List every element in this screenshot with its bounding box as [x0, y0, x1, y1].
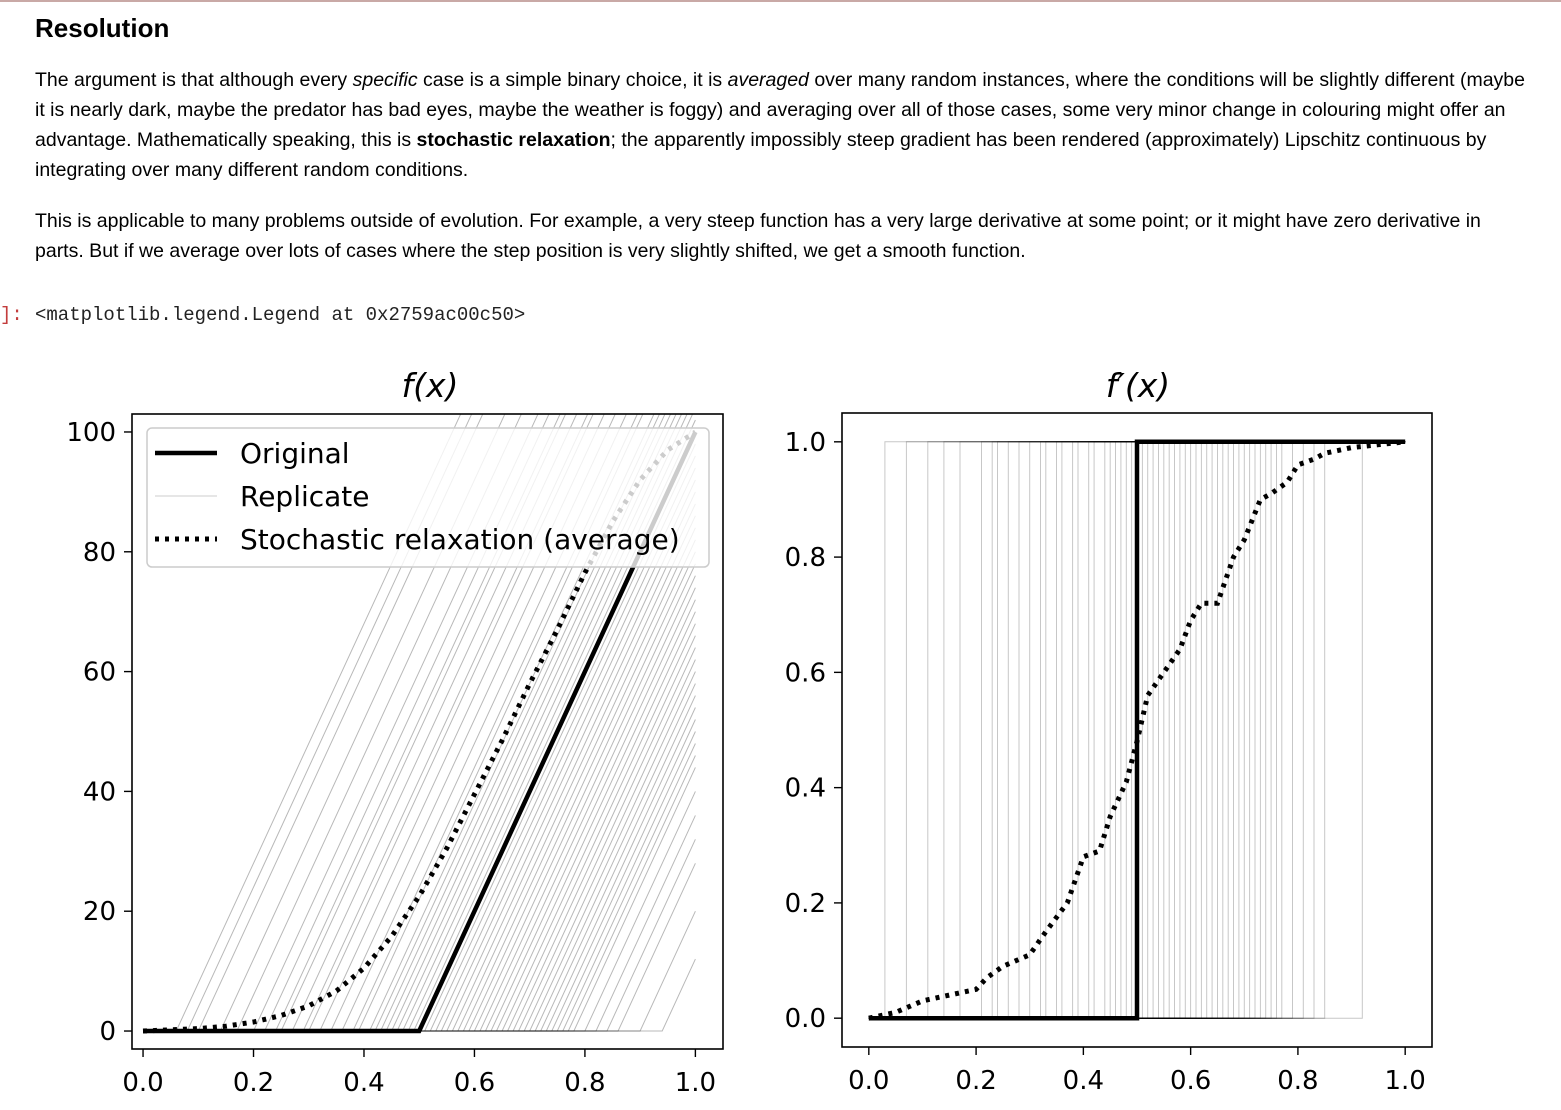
x-tick-label: 1.0	[1385, 1066, 1426, 1096]
replicate-line	[143, 587, 696, 1032]
replicate-line	[143, 515, 696, 1032]
x-tick-label: 1.0	[675, 1068, 716, 1098]
original-line	[868, 439, 1406, 1021]
p1-text-g: ; the apparently impossibly steep gradie…	[35, 129, 1487, 181]
x-tick-label: 0.6	[454, 1068, 495, 1098]
markdown-cell: Resolution The argument is that although…	[35, 10, 1535, 266]
output-prompt: ]:	[0, 304, 23, 326]
legend-box	[146, 427, 710, 568]
y-tick-label: 0.6	[785, 658, 826, 688]
x-tick-label: 0.6	[1170, 1066, 1211, 1096]
x-tick-label: 0.4	[343, 1068, 384, 1098]
replicate-line	[143, 671, 696, 1032]
x-tick-label: 0.4	[1063, 1066, 1104, 1096]
y-tick-label: 80	[83, 538, 116, 568]
y-tick-label: 1.0	[785, 428, 826, 458]
p1-emphasis-averaged: averaged	[727, 69, 809, 91]
replicate-line	[143, 611, 696, 1032]
y-tick-label: 100	[66, 418, 116, 448]
plot-area	[142, 414, 698, 1034]
plot-title: f(x)	[402, 366, 459, 405]
replicate-line	[143, 731, 696, 1032]
y-tick-label: 0.8	[785, 543, 826, 573]
replicate-line	[143, 563, 696, 1032]
p1-text-c: case is a simple binary choice, it is	[417, 69, 728, 91]
axes-frame	[841, 412, 1433, 1048]
replicate-line	[143, 683, 696, 1032]
paragraph-1: The argument is that although every spec…	[35, 65, 1535, 185]
axes-frame	[131, 413, 724, 1050]
plot-title: f′(x)	[1106, 366, 1170, 405]
y-tick-label: 20	[83, 897, 116, 927]
original-line	[143, 431, 698, 1034]
x-tick-label: 0.8	[564, 1068, 605, 1098]
x-tick-label: 0.8	[1277, 1066, 1318, 1096]
output-repr-text: <matplotlib.legend.Legend at 0x2759ac00c…	[35, 304, 526, 326]
replicate-line	[143, 659, 696, 1032]
y-tick-label: 0.0	[785, 1004, 826, 1034]
legend-label: Original	[240, 437, 350, 470]
x-tick-label: 0.2	[233, 1068, 274, 1098]
y-tick-label: 40	[83, 777, 116, 807]
paragraph-2: This is applicable to many problems outs…	[35, 210, 1481, 262]
cell-separator	[0, 0, 1561, 2]
legend: Original Replicate Stochastic relaxation (…	[146, 427, 710, 568]
y-tick-label: 0.4	[785, 774, 826, 804]
plot-fprime: 0.0 0.2 0.4 0.6 0.8 1.0 0.0 0.2 0.4 0.6 0.8 1.0 f′(x…	[785, 366, 1433, 1096]
x-tick-label: 0.0	[122, 1068, 163, 1098]
y-tick-label: 60	[83, 658, 116, 688]
x-tick-label: 0.0	[848, 1066, 889, 1096]
replicate-line	[143, 755, 696, 1032]
x-tick-label: 0.2	[955, 1066, 996, 1096]
average-dotted-line	[868, 439, 1406, 1021]
y-tick-label: 0.2	[785, 889, 826, 919]
plot-area	[868, 439, 1406, 1021]
p1-text-a: The argument is that although every	[35, 69, 353, 91]
legend-label: Stochastic relaxation (average)	[240, 523, 680, 556]
p1-text-e: over many random instances, where the co…	[35, 69, 1525, 151]
p1-strong-stochastic-relaxation: stochastic relaxation	[416, 129, 611, 151]
section-heading: Resolution	[35, 13, 170, 43]
replicate-line	[143, 491, 696, 1032]
legend-label: Replicate	[240, 480, 370, 513]
plot-fx: 0.0 0.2 0.4 0.6 0.8 1.0 0 20 40 60 80 100 f(x) Origin…	[66, 366, 724, 1098]
average-dotted-line	[142, 429, 697, 1034]
y-tick-label: 0	[99, 1017, 116, 1047]
p1-emphasis-specific: specific	[352, 69, 418, 91]
